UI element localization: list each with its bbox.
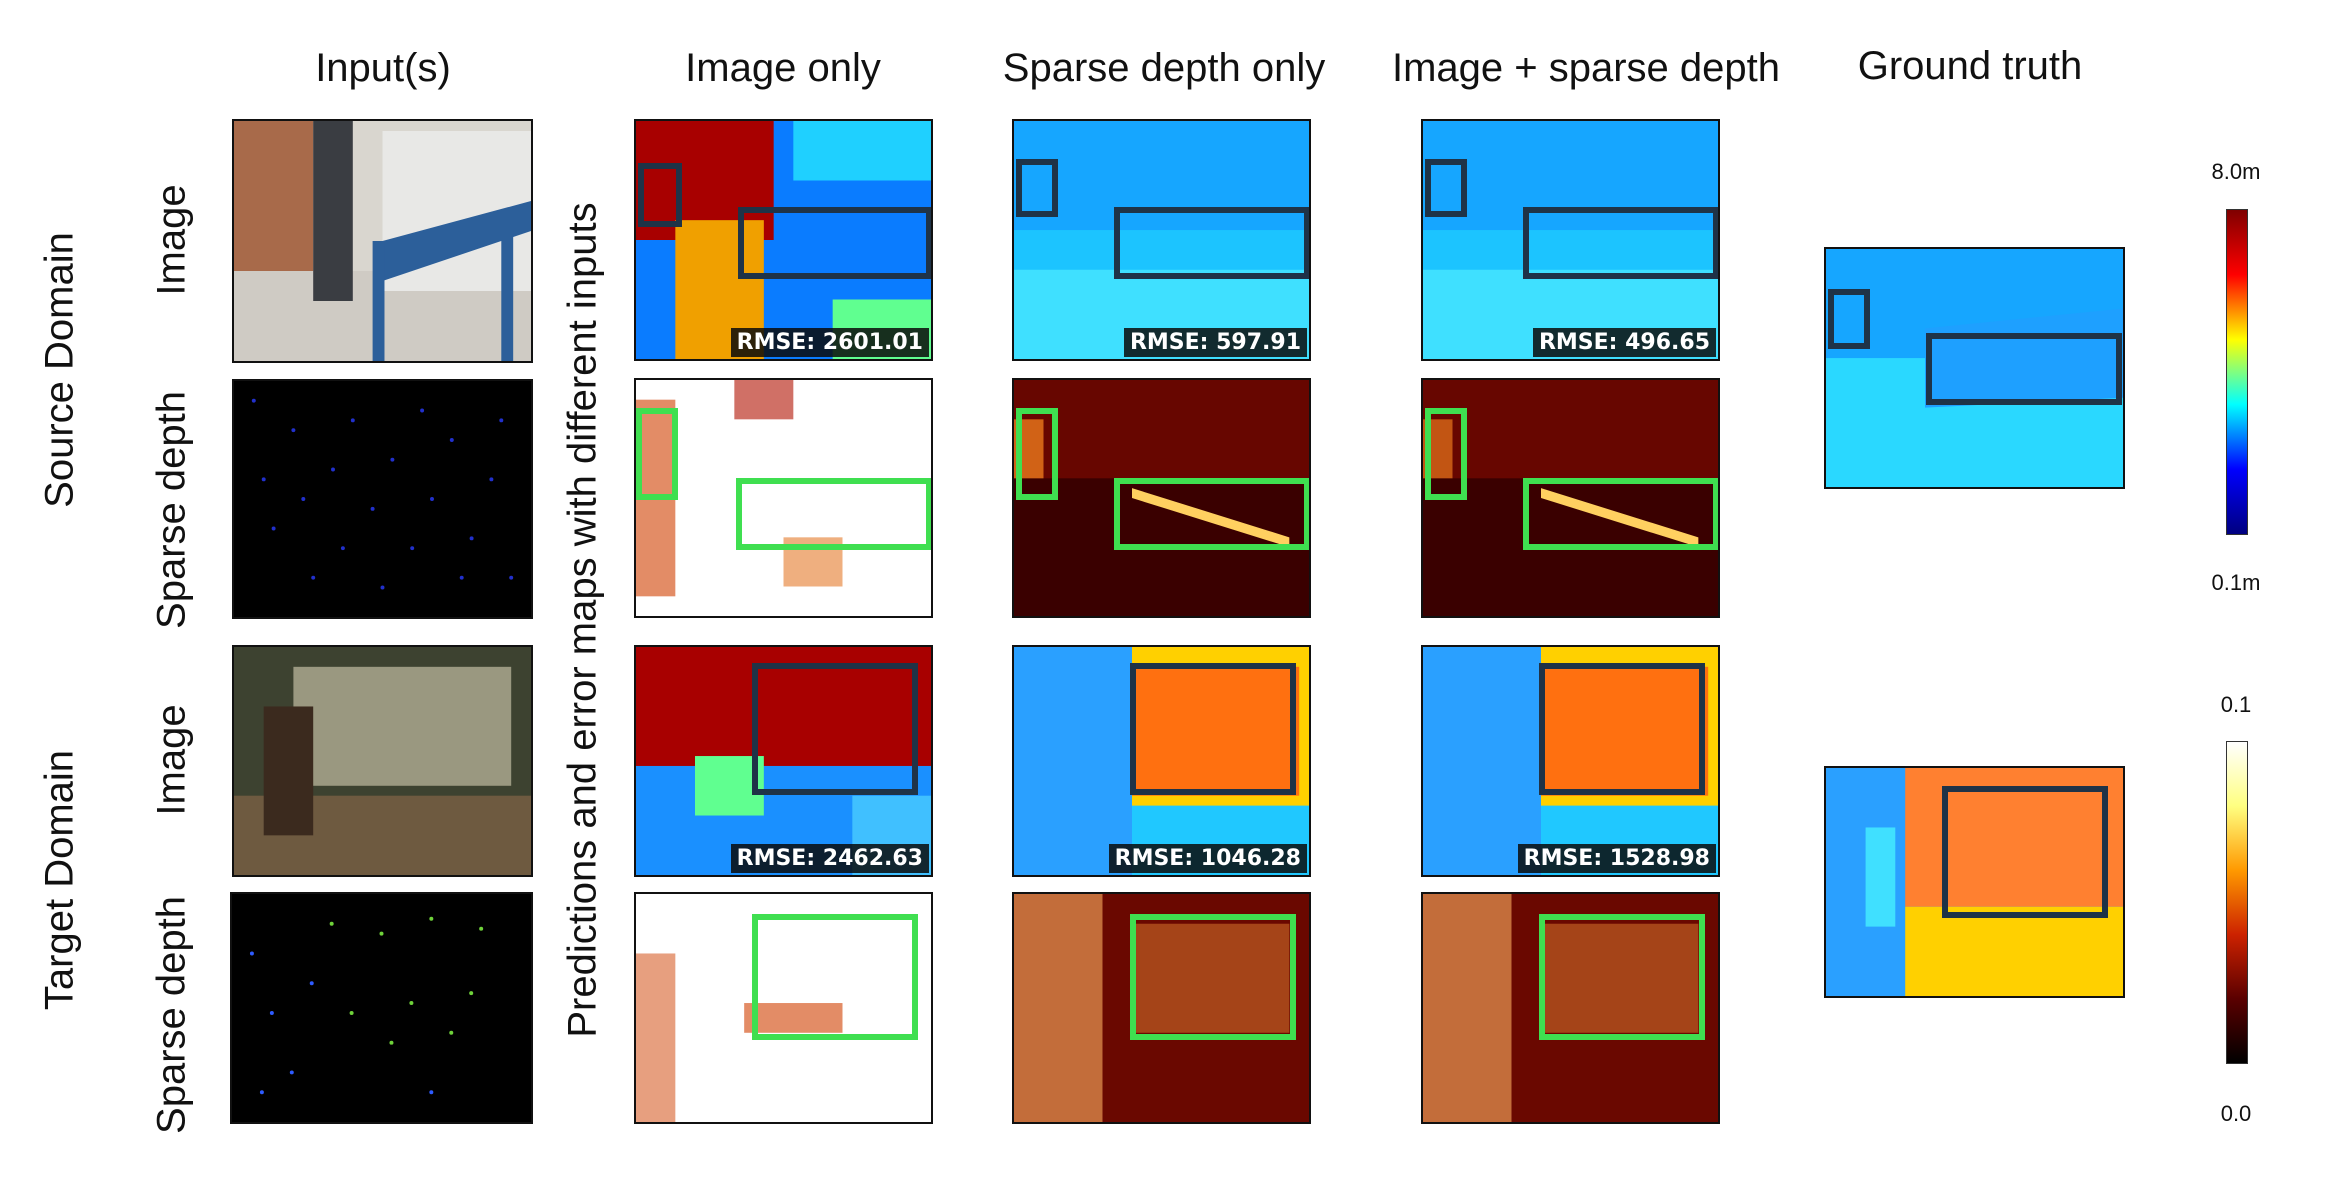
ground-truth-target: [1824, 766, 2125, 998]
ground-truth-source: [1824, 247, 2125, 489]
prediction-box-left: [1016, 159, 1058, 217]
error-colorbar-min-label: 0.0: [2220, 1101, 2252, 1126]
prediction-box-right: [738, 207, 931, 279]
rmse-label: RMSE: 597.91: [1123, 328, 1307, 357]
rmse-label: RMSE: 1528.98: [1517, 844, 1716, 873]
error-box-right: [1523, 478, 1718, 550]
rmse-label: RMSE: 496.65: [1532, 328, 1716, 357]
row-label-sparse-target: Sparse depth: [149, 896, 194, 1134]
header-ground-truth: Ground truth: [1857, 44, 2083, 88]
gt-box-right: [1926, 333, 2122, 405]
header-image-sparse: Image + sparse depth: [1391, 46, 1781, 90]
rmse-label: RMSE: 2601.01: [730, 328, 929, 357]
depth-colorbar: [2226, 209, 2248, 535]
prediction-box-right: [1523, 207, 1718, 279]
error-sparse-only-target: [1012, 892, 1311, 1124]
label-source-domain: Source Domain: [37, 232, 82, 508]
gt-box-left: [1828, 289, 1870, 349]
error-sparse-only-source: [1012, 378, 1311, 618]
error-box-right: [736, 478, 931, 550]
pred-image-only-source: RMSE: 2601.01: [634, 119, 933, 361]
error-image-only-target: [634, 892, 933, 1124]
error-box-left: [636, 408, 678, 500]
error-colorbar-max-label: 0.1: [2220, 692, 2252, 717]
prediction-box-left: [638, 163, 682, 227]
gt-box: [1942, 786, 2108, 918]
rmse-label: RMSE: 2462.63: [730, 844, 929, 873]
error-box: [1539, 914, 1705, 1040]
error-box-right: [1114, 478, 1309, 550]
input-sparse-source: [232, 379, 533, 619]
input-sparse-target: [230, 892, 533, 1124]
pred-sparse-only-source: RMSE: 597.91: [1012, 119, 1311, 361]
input-image-source: [232, 119, 533, 363]
prediction-box: [752, 663, 918, 795]
header-sparse-only: Sparse depth only: [1002, 46, 1326, 90]
row-label-image-source: Image: [149, 184, 194, 296]
error-colorbar: [2226, 741, 2248, 1064]
pred-image-sparse-source: RMSE: 496.65: [1421, 119, 1720, 361]
prediction-box-left: [1425, 159, 1467, 217]
rmse-label: RMSE: 1046.28: [1108, 844, 1307, 873]
pred-sparse-only-target: RMSE: 1046.28: [1012, 645, 1311, 877]
pred-image-only-target: RMSE: 2462.63: [634, 645, 933, 877]
prediction-box-right: [1114, 207, 1309, 279]
depth-colorbar-max-label: 8.0m: [2211, 159, 2261, 184]
header-image-only: Image only: [685, 46, 881, 90]
depth-colorbar-min-label: 0.1m: [2211, 570, 2261, 595]
prediction-box: [1130, 663, 1296, 795]
error-box: [1130, 914, 1296, 1040]
label-target-domain: Target Domain: [37, 749, 82, 1011]
label-predictions-error-maps: Predictions and error maps with differen…: [560, 202, 605, 1038]
error-image-sparse-source: [1421, 378, 1720, 618]
prediction-box: [1539, 663, 1705, 795]
error-box-left: [1016, 408, 1058, 500]
input-image-target: [232, 645, 533, 877]
error-image-only-source: [634, 378, 933, 618]
header-inputs: Input(s): [315, 46, 451, 90]
error-box: [752, 914, 918, 1040]
row-label-image-target: Image: [149, 704, 194, 816]
pred-image-sparse-target: RMSE: 1528.98: [1421, 645, 1720, 877]
error-image-sparse-target: [1421, 892, 1720, 1124]
row-label-sparse-source: Sparse depth: [149, 391, 194, 629]
error-box-left: [1425, 408, 1467, 500]
